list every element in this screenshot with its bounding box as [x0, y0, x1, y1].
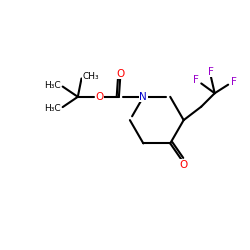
- Text: F: F: [208, 67, 214, 77]
- Text: H₃C: H₃C: [44, 81, 61, 90]
- Text: F: F: [193, 75, 199, 85]
- Text: CH₃: CH₃: [82, 72, 99, 81]
- Text: O: O: [95, 92, 104, 102]
- Text: N: N: [140, 92, 147, 102]
- Text: O: O: [116, 69, 124, 79]
- Text: H₃C: H₃C: [44, 104, 61, 113]
- Text: F: F: [231, 77, 237, 87]
- Text: O: O: [179, 160, 187, 170]
